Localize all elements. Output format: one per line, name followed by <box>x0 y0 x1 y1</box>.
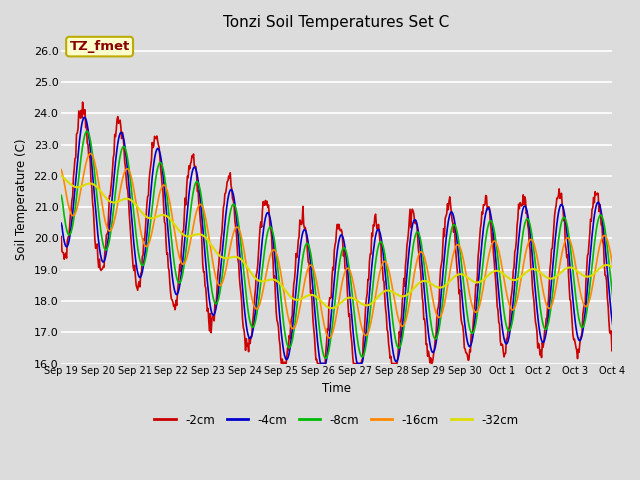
X-axis label: Time: Time <box>322 382 351 395</box>
Text: TZ_fmet: TZ_fmet <box>70 40 130 53</box>
Y-axis label: Soil Temperature (C): Soil Temperature (C) <box>15 139 28 260</box>
Legend: -2cm, -4cm, -8cm, -16cm, -32cm: -2cm, -4cm, -8cm, -16cm, -32cm <box>150 409 524 431</box>
Title: Tonzi Soil Temperatures Set C: Tonzi Soil Temperatures Set C <box>223 15 450 30</box>
